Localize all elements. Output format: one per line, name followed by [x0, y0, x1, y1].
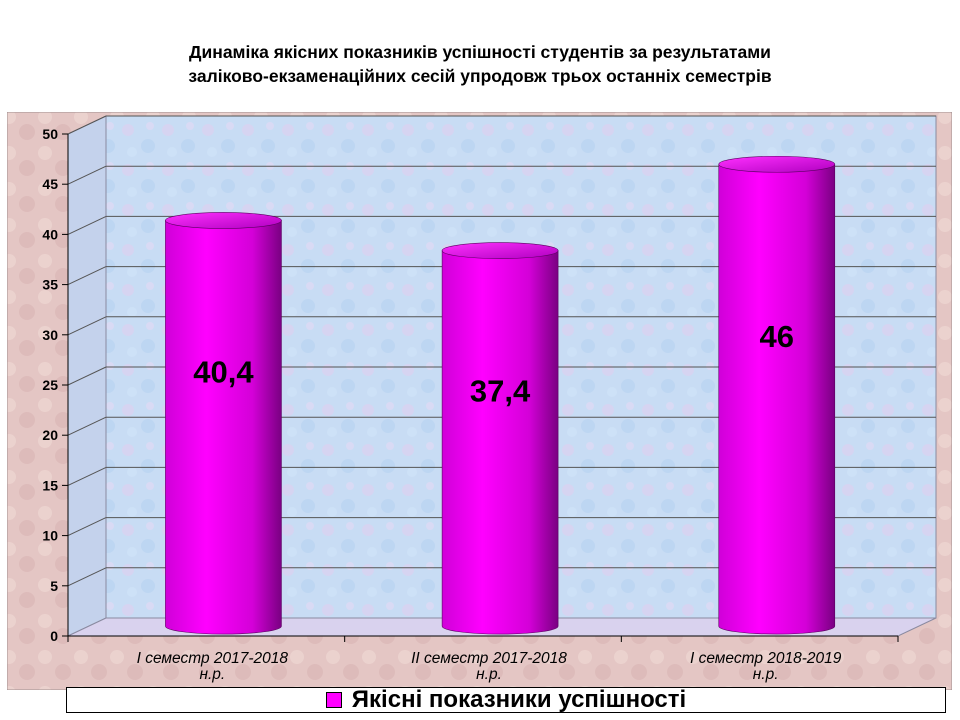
y-tick-label: 5 — [50, 578, 58, 594]
gridline-side — [67, 466, 107, 486]
chart-title: Динаміка якісних показників успішності с… — [0, 40, 960, 88]
legend-swatch — [325, 692, 342, 708]
gridline-side — [67, 266, 107, 286]
data-labels: 40,4 37,4 46 — [193, 319, 794, 408]
bar-top — [165, 212, 282, 229]
y-tick-label: 0 — [50, 628, 58, 644]
gridline-side — [67, 567, 107, 587]
y-tick-label: 10 — [42, 528, 58, 544]
gridline-side — [67, 115, 107, 135]
x-tick-label: н.р. — [199, 666, 225, 683]
gridline-side — [67, 366, 107, 386]
chart-title-line-1: Динаміка якісних показників успішності с… — [189, 42, 771, 62]
y-tick-label: 35 — [42, 277, 58, 293]
data-label: 46 — [760, 319, 794, 354]
bars — [165, 155, 836, 635]
bar — [718, 163, 836, 635]
bar-top — [441, 242, 559, 259]
y-tick-label: 50 — [42, 126, 58, 142]
gridline-side — [67, 416, 107, 436]
y-tick-label: 45 — [42, 176, 58, 192]
gridline-side — [67, 215, 107, 235]
data-label: 40,4 — [193, 355, 254, 390]
gridline-side — [67, 517, 107, 537]
chart-title-line-2: заліково-екзаменаційних сесій упродовж т… — [188, 66, 772, 86]
bar — [165, 220, 282, 635]
y-tick-label: 20 — [42, 427, 58, 443]
y-tick-label: 25 — [42, 377, 58, 393]
legend-label: Якісні показники успішності — [351, 687, 687, 713]
x-tick-label: I семестр 2018-2019 — [690, 650, 842, 667]
gridline-side — [67, 165, 107, 185]
data-label: 37,4 — [470, 374, 531, 409]
bar — [441, 250, 559, 635]
legend: Якісні показники успішності — [66, 687, 946, 713]
x-tick-label: I семестр 2017-2018 — [137, 650, 289, 667]
x-tick-label: II семестр 2017-2018 — [411, 650, 567, 667]
bar-top — [718, 155, 836, 173]
y-tick-label: 30 — [42, 327, 58, 343]
x-tick-label: н.р. — [476, 666, 502, 683]
x-tick-label: н.р. — [753, 666, 779, 683]
gridline-side — [67, 316, 107, 336]
y-tick-label: 15 — [42, 477, 58, 493]
y-tick-label: 40 — [42, 226, 58, 242]
